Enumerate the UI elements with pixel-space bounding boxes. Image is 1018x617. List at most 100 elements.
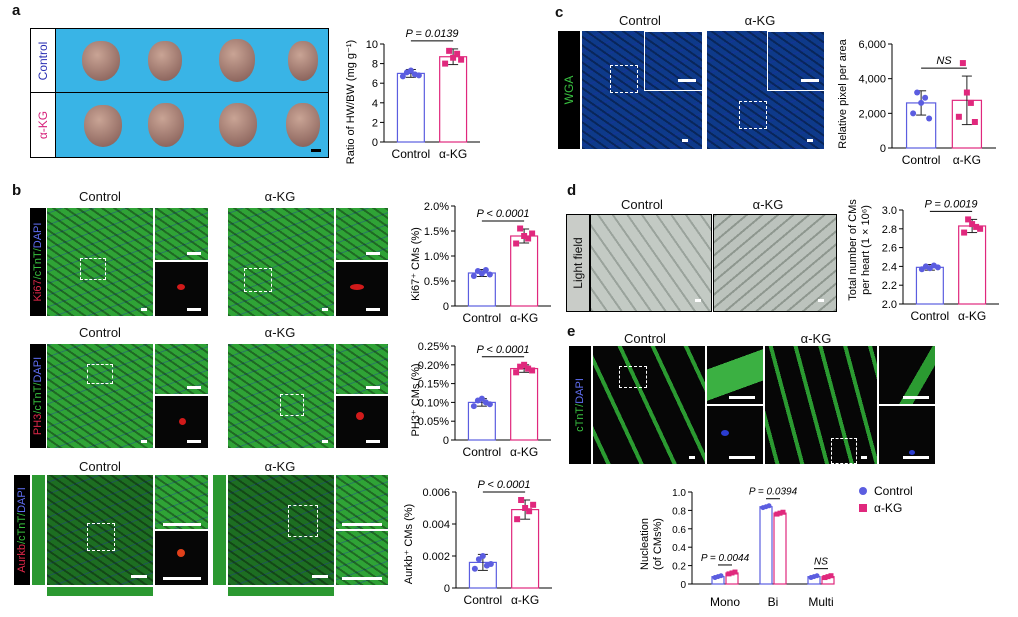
d-stain-text: Light field <box>571 237 585 289</box>
e-control-image <box>593 346 705 464</box>
roi-box <box>831 438 857 464</box>
x-tick-label: Control <box>911 309 950 323</box>
scale-bar <box>141 308 147 311</box>
data-point <box>475 556 482 563</box>
scale-bar <box>689 456 695 459</box>
b2-control-image <box>47 344 153 448</box>
chart-c: Relative pixel per area 0 2,000 4,000 6,000… <box>837 38 996 167</box>
scale-bar <box>163 577 201 580</box>
roi-box <box>288 505 318 537</box>
b3-label-akg: α-KG <box>264 459 296 474</box>
chart-b3-ylabel: Aurkb⁺ CMs (%) <box>403 504 415 584</box>
roi-box <box>739 101 767 129</box>
y-tick-label: 6,000 <box>858 39 886 51</box>
bar-α-KG <box>510 367 539 441</box>
b1-control-image <box>47 208 153 316</box>
scale-bar <box>801 79 819 82</box>
x-tick-label: α-KG <box>510 445 538 459</box>
y-tick-label: 4,000 <box>858 74 886 86</box>
d-label-akg: α-KG <box>752 197 784 212</box>
panel-label-d: d <box>567 182 577 199</box>
scale-bar <box>695 299 701 302</box>
y-tick-label: 0.002 <box>422 551 450 563</box>
scale-bar <box>729 396 755 399</box>
heart-photo-grid: Control α-KG <box>30 28 329 158</box>
row-label-akg-text: α-KG <box>36 110 50 140</box>
blue-signal <box>721 430 729 436</box>
data-point <box>959 60 966 67</box>
legend: Control α-KG <box>859 484 913 515</box>
b1-control-zoom-red <box>155 262 208 316</box>
y-tick-label: 2.0% <box>424 201 449 213</box>
data-point <box>926 115 933 122</box>
b3-akg-ortho-side <box>213 475 226 585</box>
b3-akg-ortho-bottom <box>228 587 334 596</box>
chart-d-ylabel-2: per heart (1 × 10⁶) <box>860 205 872 295</box>
y-tick-label: 0.20% <box>418 360 449 372</box>
x-tick-label: Bi <box>768 595 779 609</box>
d-stain-label: Light field <box>566 214 590 312</box>
c-label-control: Control <box>619 13 661 28</box>
data-point <box>934 264 941 271</box>
c-control-image <box>582 31 702 149</box>
data-point <box>955 113 962 120</box>
x-tick-label: α-KG <box>439 147 467 161</box>
x-tick-label: Control <box>463 445 502 459</box>
scale-bar <box>903 396 929 399</box>
scale-bar <box>131 575 147 578</box>
scale-bar <box>678 79 696 82</box>
data-point <box>825 574 831 580</box>
data-point <box>814 573 820 579</box>
panel-label-b: b <box>12 182 22 199</box>
chart-a: Ratio of HW/BW (mg g⁻¹) 0 2 4 6 8 10 Control α-… <box>345 28 480 164</box>
roi-box <box>619 366 647 388</box>
heart-7 <box>219 103 257 147</box>
x-tick-label: α-KG <box>510 311 538 325</box>
b3-akg-zoom-2 <box>336 531 388 585</box>
y-tick-label: 0.004 <box>422 519 450 531</box>
y-tick-label: 1.0 <box>672 488 686 499</box>
y-tick-label: 0.15% <box>418 379 449 391</box>
heart-3 <box>219 39 255 82</box>
y-tick-label: 6 <box>372 78 378 90</box>
data-point <box>963 89 970 96</box>
data-point <box>973 223 980 230</box>
y-tick-label: 8 <box>372 59 378 71</box>
data-point <box>918 99 925 106</box>
panel-label-a: a <box>12 2 21 19</box>
red-signal <box>179 418 186 425</box>
data-point <box>514 516 521 523</box>
e-control-zoom-merge <box>707 346 763 404</box>
data-point <box>486 271 493 278</box>
row-label-control: Control <box>31 29 56 93</box>
scale-bar <box>729 456 755 459</box>
data-point <box>487 561 494 567</box>
chart-d-ylabel-1: Total number of CMs <box>847 199 859 301</box>
p-value: P < 0.0001 <box>477 479 530 491</box>
bar-Bi-Control <box>759 506 773 585</box>
heart-8 <box>286 103 320 147</box>
bar-α-KG <box>958 225 987 305</box>
data-point <box>486 401 493 408</box>
p-value: NS <box>814 557 828 568</box>
inset <box>767 31 824 91</box>
data-point <box>729 570 735 576</box>
row-label-control-text: Control <box>36 41 50 80</box>
bar-Control <box>915 266 944 305</box>
y-tick-label: 0.25% <box>418 341 449 353</box>
bar-Bi-α-KG <box>773 512 787 585</box>
scale-bar <box>322 308 328 311</box>
b1-akg-zoom-red <box>336 262 388 316</box>
b3-control-image <box>47 475 153 585</box>
scale-bar <box>141 440 147 443</box>
scale-bar <box>366 252 380 255</box>
data-point <box>478 270 485 277</box>
y-tick-label: 0.05% <box>418 416 449 428</box>
b3-label-control: Control <box>79 459 121 474</box>
data-point <box>454 50 461 57</box>
stain-dapi: DAPI <box>32 356 44 383</box>
y-tick-label: 1.0% <box>424 251 449 263</box>
legend-akg-label: α-KG <box>874 501 902 515</box>
data-point <box>415 72 422 79</box>
data-point <box>525 235 532 242</box>
